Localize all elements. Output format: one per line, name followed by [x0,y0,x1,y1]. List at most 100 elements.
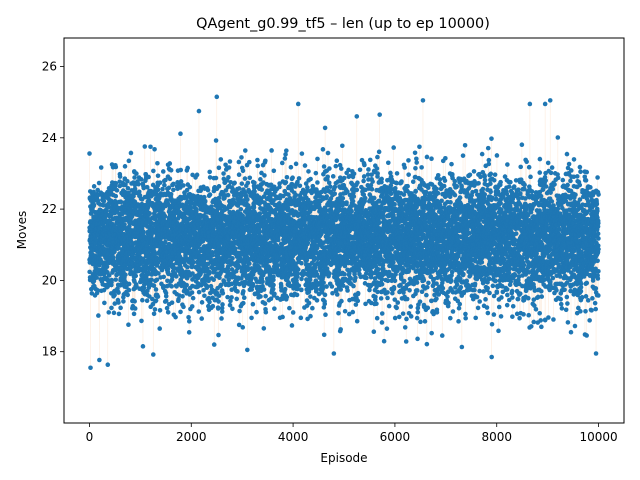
data-point [140,297,145,303]
data-point [95,288,101,293]
data-point [122,164,128,169]
data-point [160,169,166,174]
data-point [132,299,137,304]
data-point [250,301,256,307]
data-point [245,180,251,186]
data-point [117,183,123,189]
data-point [139,318,144,324]
data-point [196,289,202,295]
data-point [185,165,190,171]
data-point [237,308,242,314]
data-point [334,292,340,297]
data-point [247,261,252,266]
data-point [113,193,119,199]
data-point [272,291,277,297]
data-point [121,299,126,304]
data-point [134,171,139,176]
data-point [106,310,112,315]
data-point [109,305,114,311]
plot-area [87,94,601,371]
data-point [262,301,268,306]
data-point [210,252,215,258]
data-point [161,274,167,280]
data-point [340,143,345,149]
data-point [269,148,274,153]
data-point [295,101,301,107]
data-point [178,179,184,184]
data-point [94,275,99,280]
data-point [189,290,195,295]
data-point [305,185,310,190]
data-point [336,310,341,316]
data-point [249,315,254,321]
data-point [194,172,200,178]
data-point [221,171,226,176]
data-point [236,159,242,165]
data-point [155,260,161,266]
data-point [250,281,256,287]
data-point [111,255,116,260]
data-point [204,283,210,289]
data-point [314,298,320,303]
data-point [271,168,277,174]
data-point [180,294,185,299]
data-point [96,313,101,318]
data-point [124,284,129,290]
data-point [296,176,302,181]
data-point [165,309,171,315]
data-point [171,187,176,193]
data-point [321,332,327,338]
data-point [128,150,134,156]
data-point [326,180,332,186]
data-point [142,144,148,149]
data-point [202,198,208,204]
data-point [141,285,147,291]
data-point [299,287,304,293]
data-point [321,280,326,286]
data-point [178,167,184,173]
data-point [241,295,247,301]
data-point [199,300,205,305]
data-point [227,159,233,164]
data-point [290,175,295,180]
data-point [132,186,138,192]
data-point [238,206,244,212]
data-point [241,300,246,306]
data-point [155,173,161,179]
data-point [155,160,160,166]
data-point [112,301,118,306]
data-point [109,277,114,283]
data-point [207,192,213,197]
data-point [219,316,224,321]
data-point [202,194,207,200]
data-point [216,299,221,304]
data-point [308,176,313,182]
data-point [295,271,300,276]
data-point [162,239,168,245]
data-point [167,161,173,166]
data-point [234,296,240,302]
data-point [105,362,111,368]
data-point [229,295,234,300]
data-point [242,176,248,181]
data-point [294,292,300,298]
data-point [205,187,211,193]
data-point [116,245,121,250]
data-point [315,180,320,185]
data-point [236,172,242,178]
data-point [98,165,104,170]
data-point [95,187,100,193]
data-point [240,325,246,330]
data-point [323,312,328,317]
data-point [232,180,237,186]
data-point [284,148,289,153]
data-point [163,177,168,183]
data-point [174,274,179,279]
data-point [112,292,117,298]
data-point [140,344,146,349]
data-point [154,277,160,283]
data-point [136,181,141,187]
data-point [178,309,183,315]
data-point [299,151,305,156]
